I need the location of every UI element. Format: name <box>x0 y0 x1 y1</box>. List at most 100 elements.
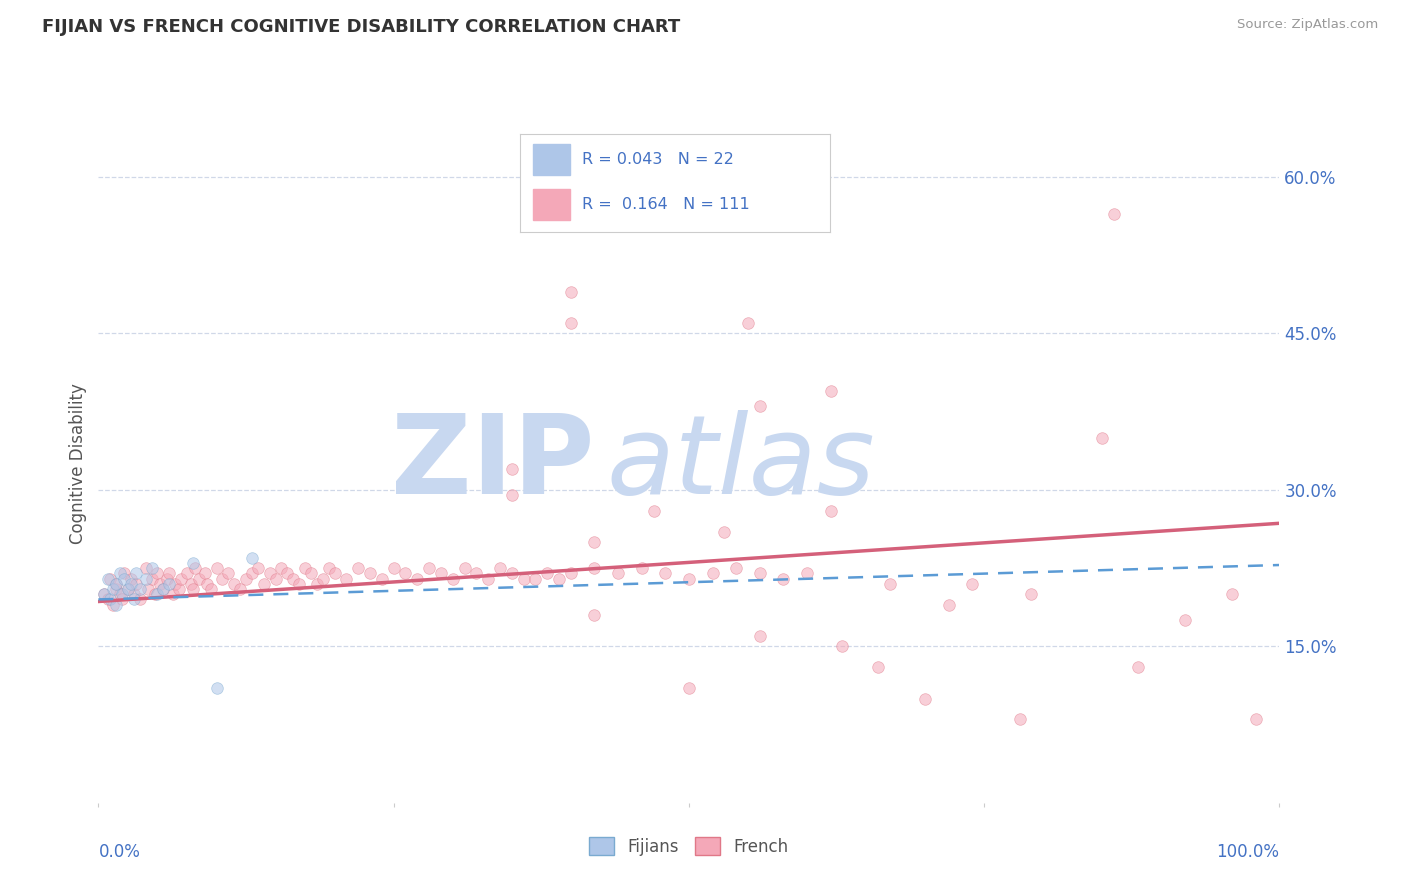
Point <box>200 582 222 596</box>
Point <box>318 561 340 575</box>
Point <box>1244 712 1267 726</box>
Point <box>112 566 135 581</box>
Point <box>117 582 139 596</box>
Point <box>229 582 252 596</box>
Point <box>111 587 134 601</box>
Point <box>157 566 180 581</box>
Point <box>583 561 606 575</box>
Point <box>748 629 770 643</box>
Point <box>501 488 523 502</box>
Point <box>772 572 794 586</box>
Point <box>108 587 131 601</box>
Legend: Fijians, French: Fijians, French <box>582 830 796 863</box>
Point <box>152 582 174 596</box>
Point <box>820 384 842 398</box>
Point <box>98 572 121 586</box>
Point <box>406 572 429 586</box>
Point <box>702 566 724 581</box>
Point <box>748 566 770 581</box>
Text: R = 0.043   N = 22: R = 0.043 N = 22 <box>582 152 734 167</box>
Point <box>165 576 187 591</box>
Point <box>101 582 124 596</box>
Point <box>1174 613 1197 627</box>
Point <box>512 572 534 586</box>
Point <box>288 576 311 591</box>
Point <box>560 285 582 299</box>
Point <box>305 576 328 591</box>
Point <box>93 587 115 601</box>
Point <box>162 587 184 601</box>
Bar <box>533 144 569 175</box>
Point <box>583 535 606 549</box>
Point <box>111 592 134 607</box>
Point <box>441 572 464 586</box>
Point <box>217 566 239 581</box>
Point <box>371 572 394 586</box>
Point <box>235 572 257 586</box>
Point <box>135 561 157 575</box>
Point <box>678 572 700 586</box>
Bar <box>533 189 569 220</box>
Point <box>170 572 193 586</box>
Point <box>283 572 305 586</box>
Point <box>1021 587 1043 601</box>
Point <box>253 576 276 591</box>
Point <box>501 462 523 476</box>
Point <box>122 592 145 607</box>
Point <box>879 576 901 591</box>
Point <box>97 592 120 607</box>
Point <box>536 566 558 581</box>
Point <box>167 582 190 596</box>
Point <box>831 640 853 654</box>
Point <box>122 587 145 601</box>
Point <box>501 566 523 581</box>
Point <box>560 566 582 581</box>
Point <box>962 576 984 591</box>
Text: 100.0%: 100.0% <box>1216 844 1279 862</box>
Point <box>1126 660 1149 674</box>
Text: ZIP: ZIP <box>391 410 595 517</box>
Point <box>382 561 405 575</box>
Point <box>725 561 748 575</box>
Point <box>156 572 179 586</box>
Point <box>583 608 606 623</box>
Point <box>430 566 453 581</box>
Point <box>135 572 157 586</box>
Text: atlas: atlas <box>606 410 875 517</box>
Point <box>146 566 169 581</box>
Point <box>93 587 115 601</box>
Point <box>748 400 770 414</box>
Point <box>146 587 169 601</box>
Point <box>312 572 335 586</box>
Point <box>181 556 204 570</box>
Point <box>152 582 174 596</box>
Point <box>105 598 128 612</box>
Point <box>1220 587 1243 601</box>
Point <box>737 316 759 330</box>
Text: FIJIAN VS FRENCH COGNITIVE DISABILITY CORRELATION CHART: FIJIAN VS FRENCH COGNITIVE DISABILITY CO… <box>42 18 681 36</box>
Point <box>105 576 128 591</box>
Point <box>418 561 440 575</box>
Point <box>105 582 128 596</box>
Point <box>796 566 818 581</box>
Text: Source: ZipAtlas.com: Source: ZipAtlas.com <box>1237 18 1378 31</box>
Point <box>125 576 148 591</box>
Point <box>184 561 207 575</box>
Point <box>108 566 131 581</box>
Point <box>678 681 700 695</box>
Point <box>264 572 287 586</box>
Point <box>121 572 143 586</box>
Point <box>1091 431 1114 445</box>
Point <box>128 582 150 596</box>
Point <box>141 572 163 586</box>
Point <box>299 566 322 581</box>
Point <box>195 576 218 591</box>
Point <box>181 582 204 596</box>
Point <box>548 572 571 586</box>
Point <box>820 504 842 518</box>
Point <box>335 572 357 586</box>
Point <box>141 561 163 575</box>
Point <box>240 550 263 565</box>
Point <box>180 576 202 591</box>
Point <box>117 582 139 596</box>
